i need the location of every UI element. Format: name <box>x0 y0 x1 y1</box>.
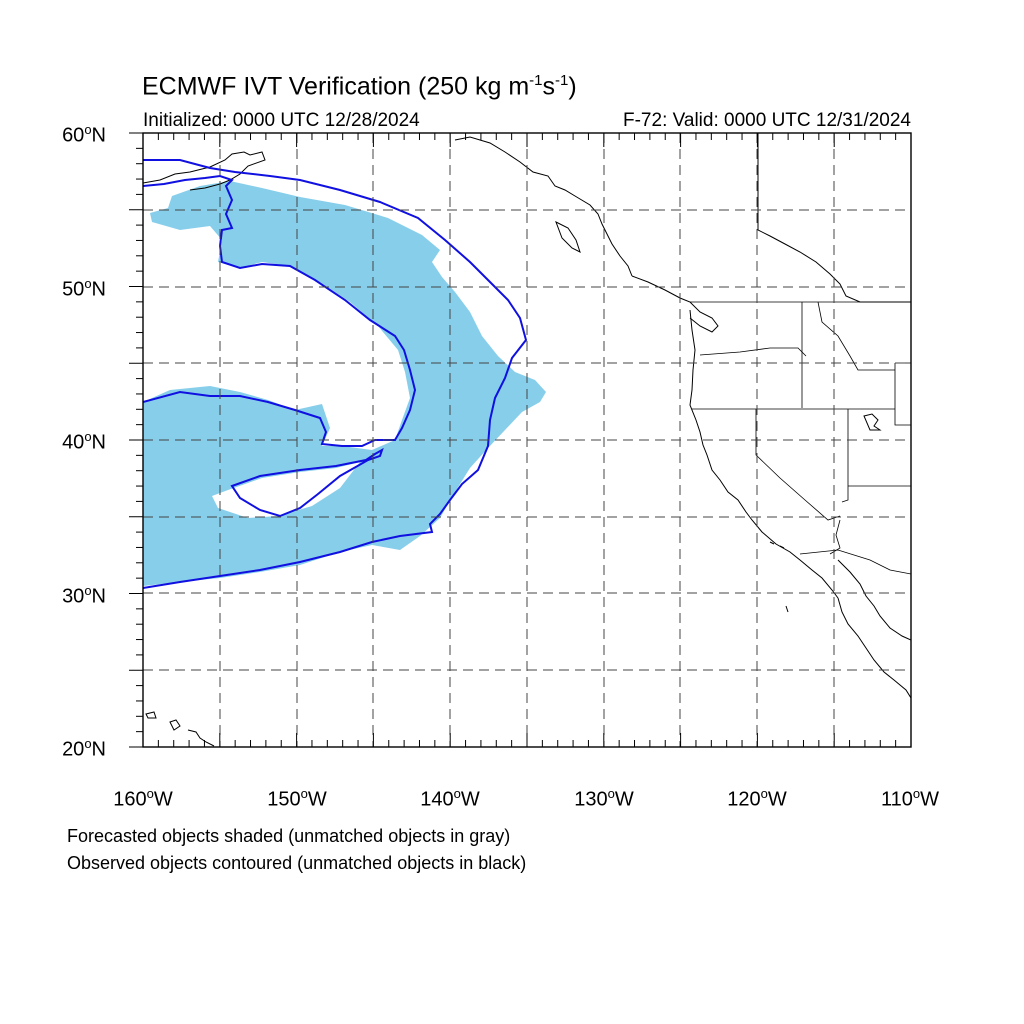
alaska-panhandle-coastline <box>454 136 633 277</box>
idaho-montana-border <box>817 301 895 371</box>
observed-object-layer <box>143 159 528 589</box>
arizona-california-border <box>829 519 841 555</box>
lat-label-30n: 30oN <box>62 583 106 608</box>
hawaii-islands <box>187 729 215 747</box>
lon-label-120w: 120oW <box>727 786 787 811</box>
lon-label-130w: 130oW <box>574 786 634 811</box>
haida-gwaii <box>555 220 581 253</box>
chart-title: ECMWF IVT Verification (250 kg m-1s-1) <box>142 72 577 101</box>
coastline-layer <box>143 133 911 747</box>
channel-islands <box>769 541 785 549</box>
valid-time-label: F-72: Valid: 0000 UTC 12/31/2024 <box>623 110 911 131</box>
forecast-object <box>143 181 546 586</box>
us-west-coastline <box>689 309 839 599</box>
nevada-california-border <box>755 409 841 521</box>
alaska-coastline <box>143 151 266 191</box>
hawaii-maui <box>145 711 157 719</box>
great-salt-lake <box>863 413 882 431</box>
wyoming-border <box>894 362 911 426</box>
forecast-legend-note: Forecasted objects shaded (unmatched obj… <box>67 826 511 846</box>
lat-label-40n: 40oN <box>62 429 106 454</box>
us-mexico-border <box>799 549 911 575</box>
vancouver-island <box>631 275 719 333</box>
initialized-label: Initialized: 0000 UTC 12/28/2024 <box>143 110 420 131</box>
state-borders-layer <box>690 301 911 575</box>
lat-label-50n: 50oN <box>62 276 106 301</box>
washington-oregon-border <box>699 347 807 357</box>
observed-object-contour <box>143 159 528 589</box>
axis-ticks <box>129 132 912 748</box>
guadalupe-island <box>785 605 789 613</box>
observed-legend-note: Observed objects contoured (unmatched ob… <box>67 853 527 873</box>
lon-label-110w: 110oW <box>880 786 939 811</box>
lon-label-150w: 150oW <box>267 786 327 811</box>
lat-label-20n: 20oN <box>62 736 106 761</box>
lat-label-60n: 60oN <box>62 122 106 147</box>
hawaii-big-island <box>169 719 181 731</box>
forecast-object-layer <box>143 181 546 586</box>
lon-label-160w: 160oW <box>113 786 173 811</box>
gulf-of-california-coastline <box>837 559 911 641</box>
baja-california-coastline <box>837 597 911 699</box>
graticule <box>143 133 911 747</box>
lon-label-140w: 140oW <box>420 786 480 811</box>
nevada-utah-border <box>841 409 849 503</box>
